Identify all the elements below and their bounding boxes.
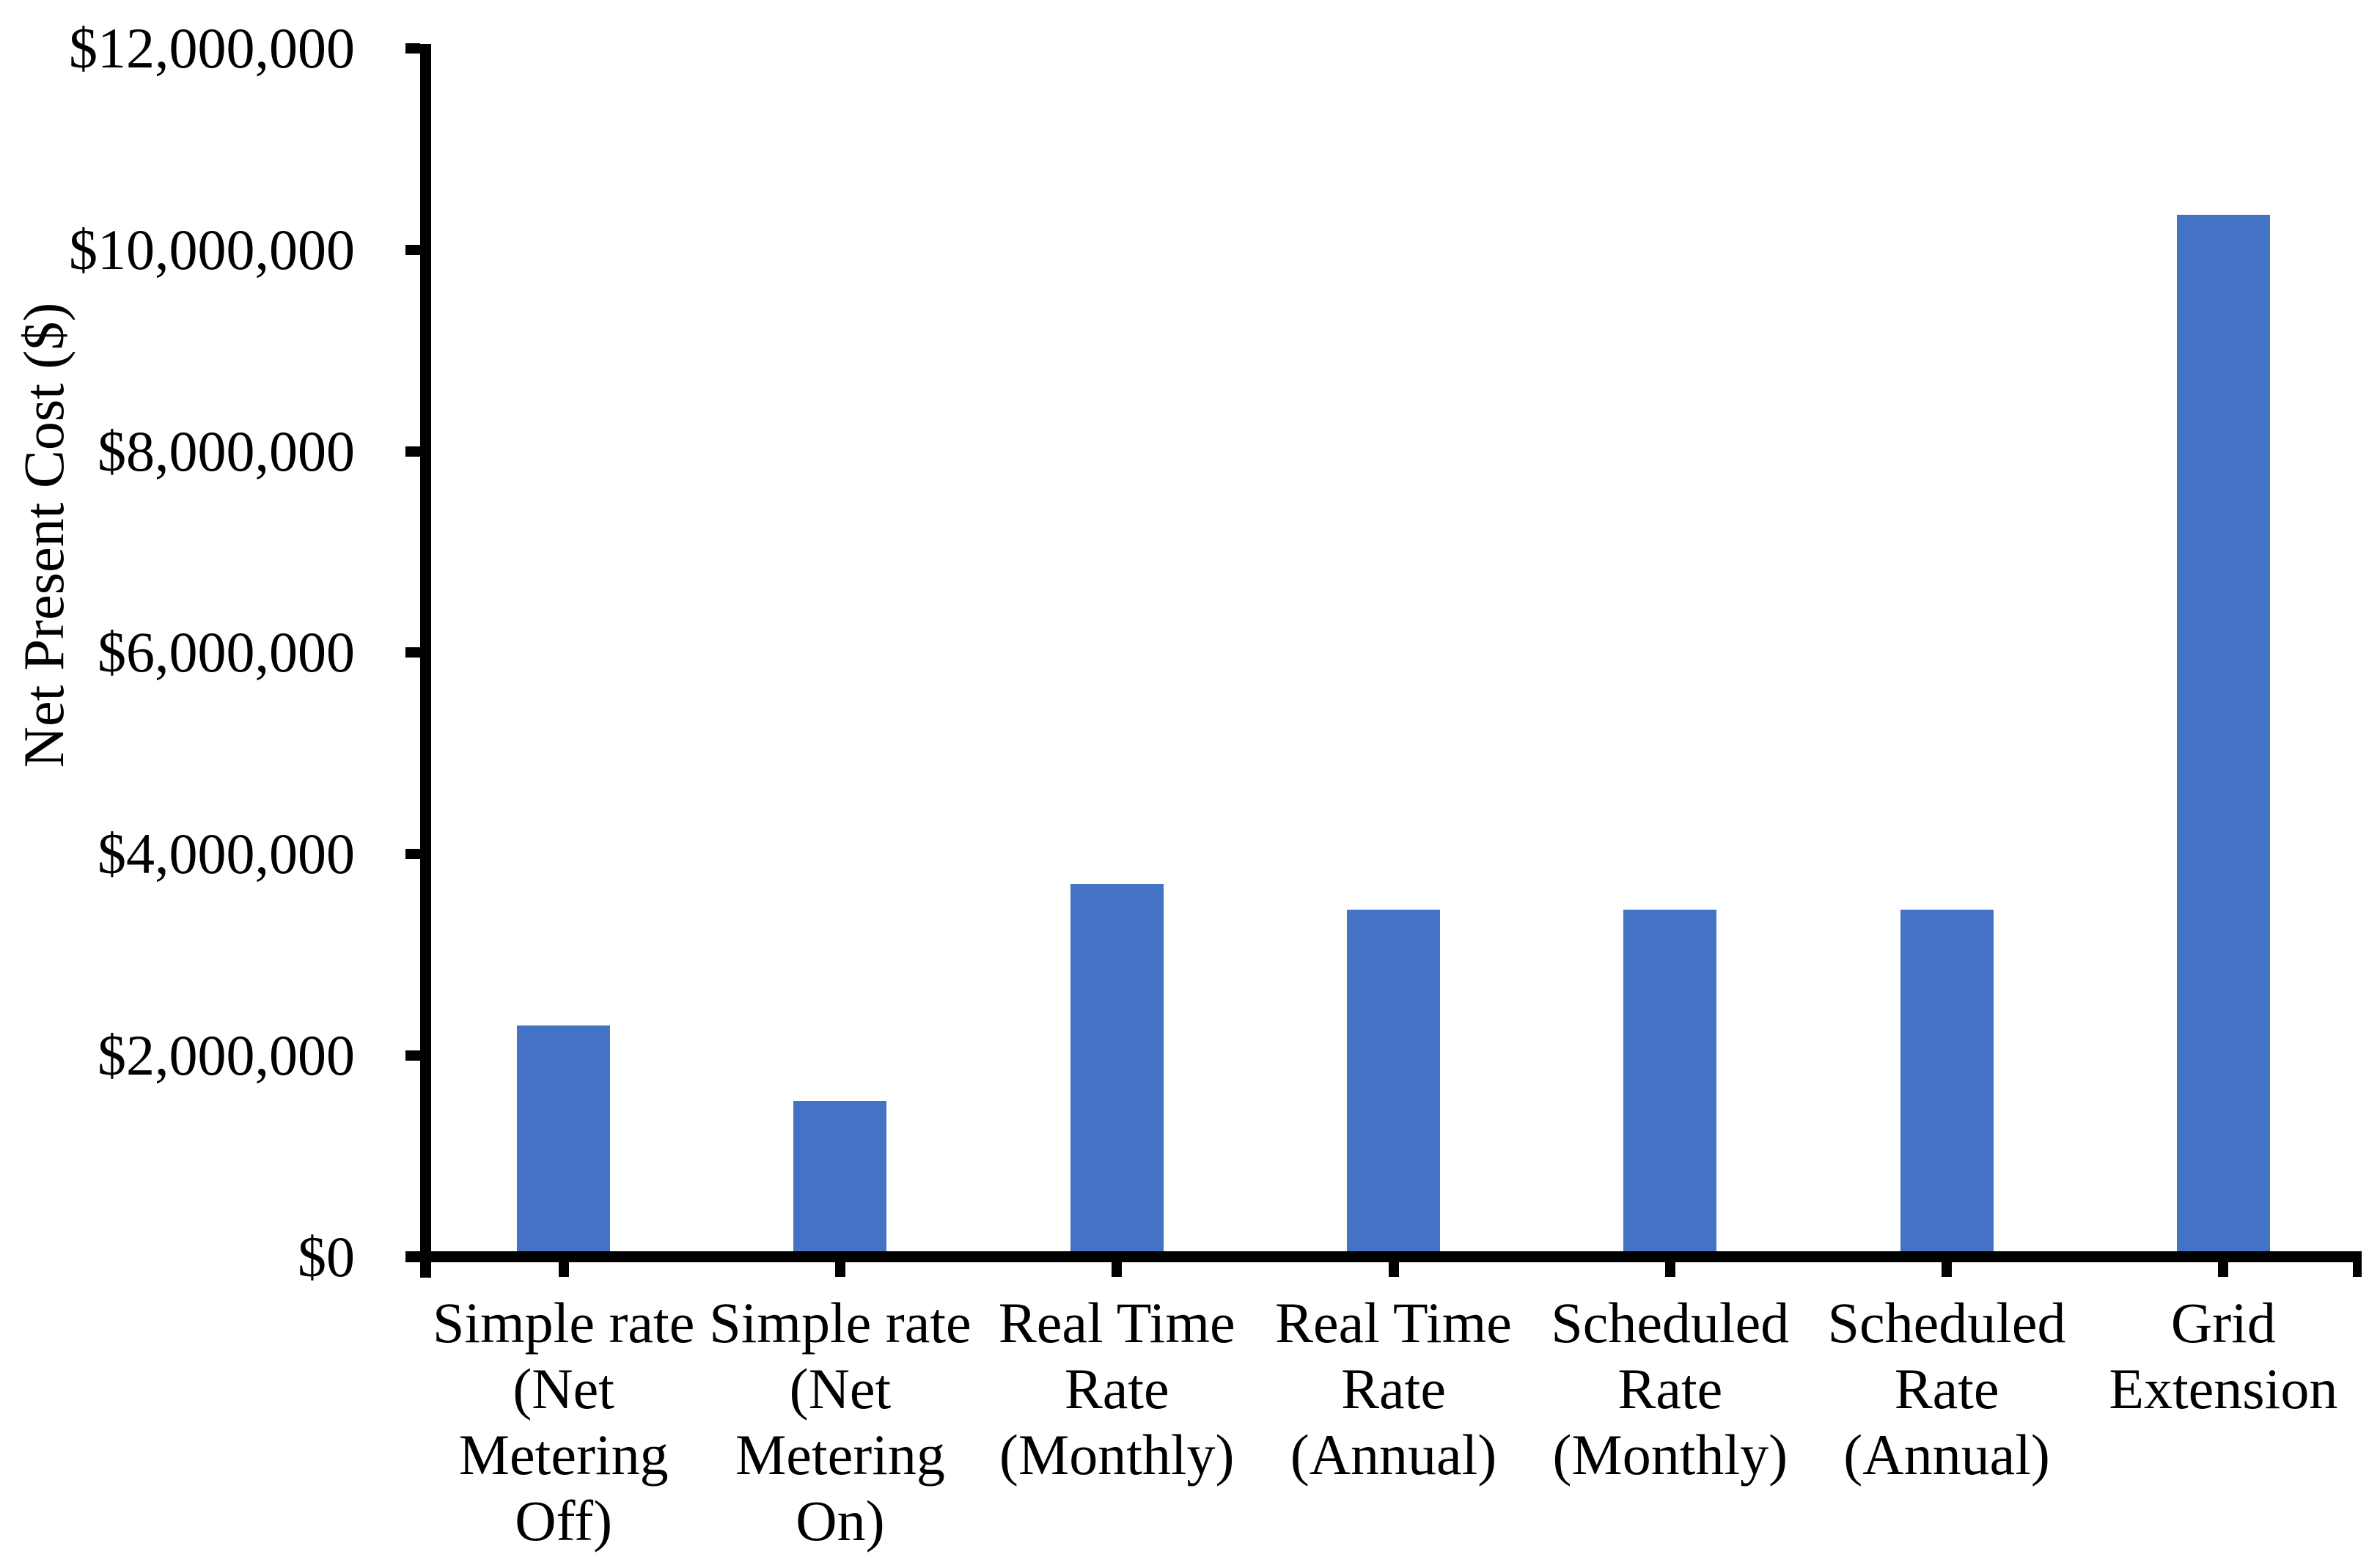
y-axis-tick-label: $2,000,000	[98, 1023, 355, 1087]
x-axis-category-label: Grid Extension	[2109, 1291, 2338, 1421]
x-axis-category-label: Simple rate (Net Metering On)	[709, 1291, 972, 1553]
y-axis-tick-label: $4,000,000	[98, 822, 355, 885]
x-axis-tick	[558, 1262, 569, 1277]
bar	[517, 1025, 611, 1257]
x-axis-category-label: Simple rate (Net Metering Off)	[432, 1291, 695, 1553]
x-axis-line	[405, 1251, 2362, 1262]
bar	[793, 1100, 887, 1257]
bar	[1900, 909, 1994, 1257]
y-axis-tick	[405, 1050, 420, 1061]
y-axis-tick-label: $12,000,000	[69, 16, 355, 80]
y-axis-tick-label: $0	[298, 1224, 355, 1289]
y-axis-tick	[405, 43, 420, 54]
x-axis-tick	[834, 1262, 845, 1277]
x-axis-tick	[1942, 1262, 1953, 1277]
y-axis-line	[420, 44, 431, 1278]
x-axis-tick	[1388, 1262, 1399, 1277]
x-axis-tick	[2218, 1262, 2229, 1277]
bar	[1070, 884, 1164, 1257]
y-axis-tick	[405, 244, 420, 255]
x-axis-tick	[1112, 1262, 1123, 1277]
bar	[1623, 909, 1717, 1257]
y-axis-tick-label: $8,000,000	[98, 419, 355, 483]
x-axis-category-label: Scheduled Rate (Monthly)	[1551, 1291, 1790, 1487]
y-axis-tick	[405, 446, 420, 457]
bar	[1347, 909, 1440, 1257]
x-axis-category-label: Real Time Rate (Monthly)	[998, 1291, 1235, 1487]
x-axis-category-label: Scheduled Rate (Annual)	[1827, 1291, 2066, 1487]
y-axis-tick	[405, 647, 420, 658]
y-axis-tick	[405, 1251, 420, 1262]
y-axis-tick-label: $10,000,000	[69, 217, 355, 281]
y-axis-tick-label: $6,000,000	[98, 620, 355, 685]
x-axis-tick	[1664, 1262, 1675, 1277]
x-axis-category-label: Real Time Rate (Annual)	[1275, 1291, 1512, 1487]
x-axis-end-tick	[2353, 1262, 2362, 1277]
y-axis-title: Net Present Cost ($)	[12, 302, 76, 768]
bar	[2176, 214, 2270, 1257]
y-axis-tick	[405, 849, 420, 859]
